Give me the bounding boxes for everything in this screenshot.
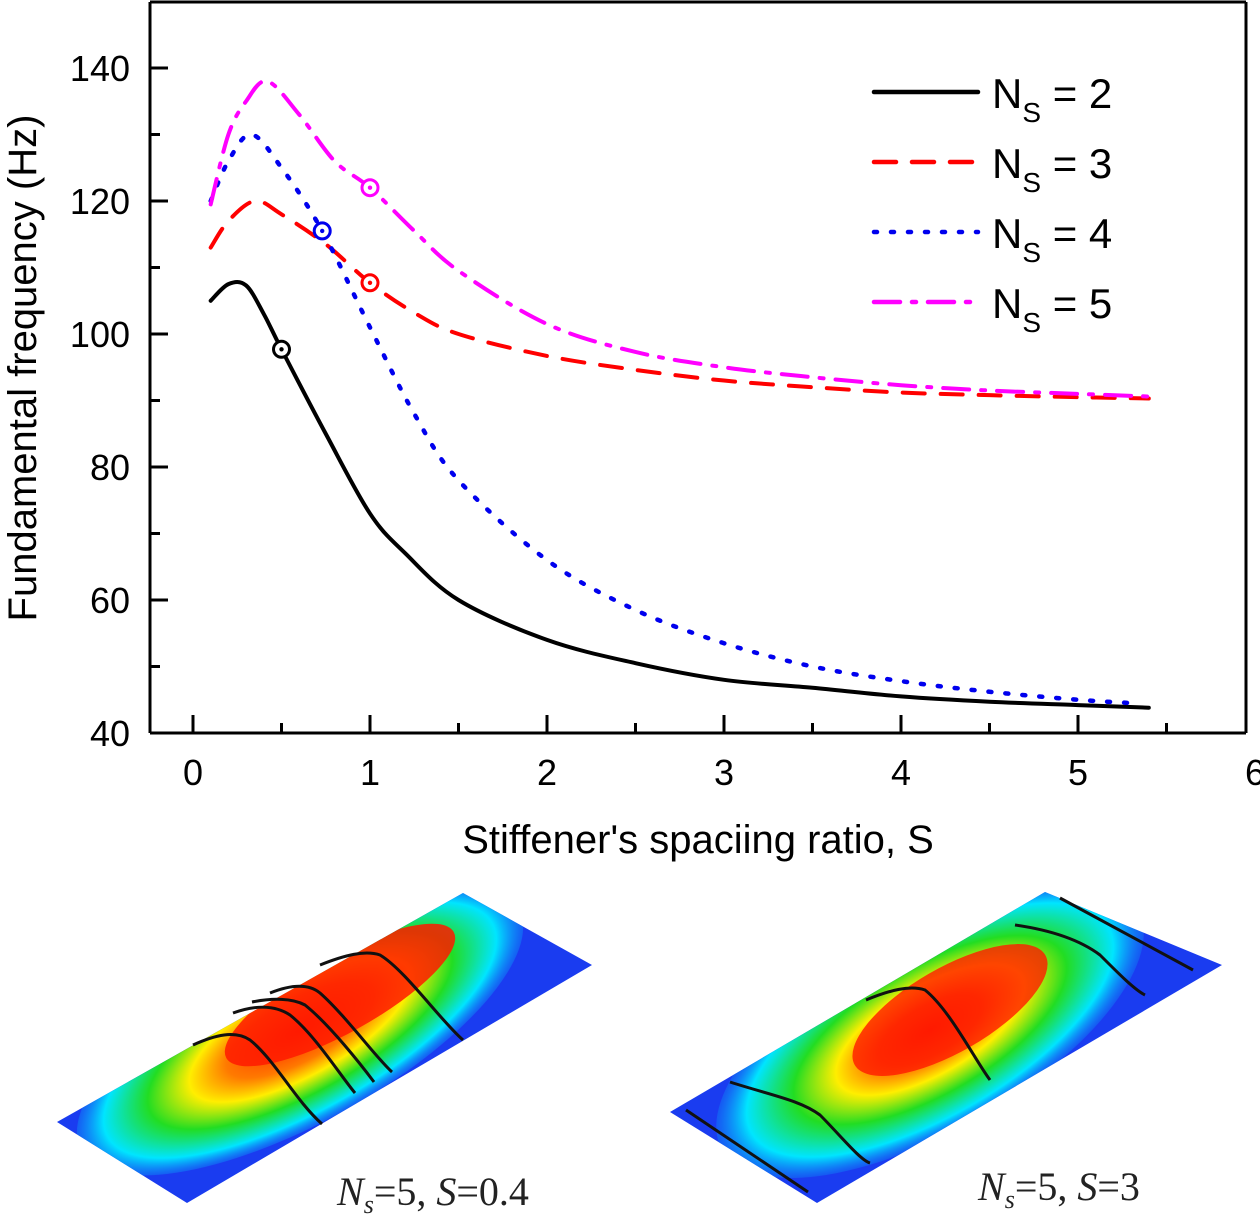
x-axis-ticks: 0 1 2 3 4 5 6: [183, 715, 1260, 793]
y-tick-label: 120: [70, 181, 130, 222]
y-axis-title: Fundamental frequency (Hz): [1, 115, 45, 622]
x-axis-title: Stiffener's spaciing ratio, S: [462, 818, 934, 862]
stiffener-line: [251, 997, 376, 1083]
mode-shape-inset-s-0.4: Ns=5, S=0.4: [57, 893, 592, 1218]
stiffener-line: [1059, 896, 1194, 972]
x-tick-label: 3: [714, 752, 734, 793]
series-marker-dot: [279, 347, 284, 352]
stiffener-line: [192, 1033, 323, 1126]
stiffener-lines: [685, 896, 1194, 1194]
stiffener-line: [1014, 923, 1146, 997]
series-marker-dot: [367, 185, 373, 190]
legend-label-ns-5: NS = 5: [992, 280, 1112, 338]
legend-label-ns-4: NS = 4: [992, 210, 1112, 268]
series-marker-dot: [320, 228, 325, 234]
plot-area: [148, 0, 1248, 735]
stiffener-line: [319, 951, 464, 1042]
mode-shape-inset-s-3: Ns=5, S=3: [670, 892, 1222, 1214]
x-tick-label: 2: [537, 752, 557, 793]
series-marker-dot: [367, 280, 373, 285]
x-tick-label: 5: [1068, 752, 1088, 793]
legend: NS = 2 NS = 3 NS = 4 NS = 5: [871, 70, 1112, 338]
legend-label-ns-3: NS = 3: [992, 140, 1112, 198]
stiffener-line: [232, 1005, 357, 1094]
stiffener-line: [685, 1108, 809, 1194]
y-tick-label: 40: [90, 713, 130, 754]
stiffener-line: [269, 984, 393, 1074]
stiffener-lines: [192, 951, 464, 1126]
y-tick-label: 100: [70, 314, 130, 355]
y-tick-label: 140: [70, 48, 130, 89]
series-line-ns-3: [208, 198, 1151, 401]
inset-caption: Ns=5, S=0.4: [336, 1169, 529, 1218]
x-tick-label: 1: [360, 752, 380, 793]
legend-label-ns-2: NS = 2: [992, 70, 1112, 128]
x-tick-label: 6: [1245, 752, 1260, 793]
stiffener-line: [729, 1080, 871, 1165]
x-tick-label: 4: [891, 752, 911, 793]
series-line-ns-4: [208, 132, 1134, 706]
y-tick-label: 60: [90, 580, 130, 621]
y-axis-ticks: 40 60 80 100 120 140: [70, 48, 168, 754]
x-tick-label: 0: [183, 752, 203, 793]
mode-mound-peak: [852, 944, 1048, 1076]
inset-caption: Ns=5, S=3: [977, 1164, 1140, 1214]
series-line-ns-5: [208, 79, 1151, 399]
series-layer: [208, 79, 1151, 710]
stiffener-line: [865, 986, 992, 1081]
y-tick-label: 80: [90, 447, 130, 488]
mode-mound-peak: [224, 923, 456, 1067]
series-line-ns-2: [208, 279, 1151, 710]
